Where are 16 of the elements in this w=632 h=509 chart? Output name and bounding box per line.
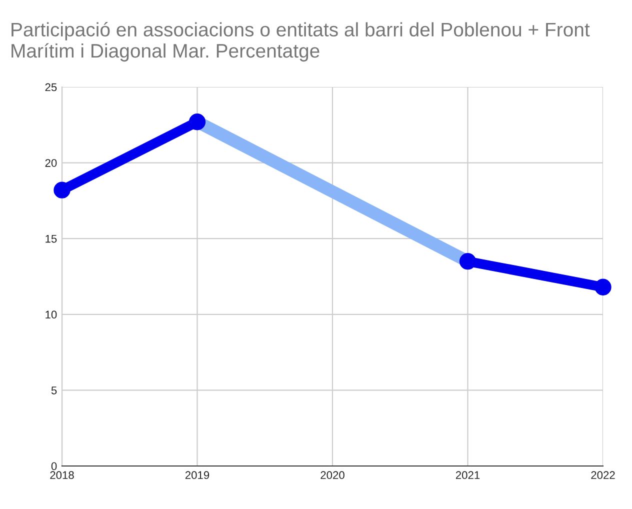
- x-tick-label: 2021: [456, 471, 480, 480]
- y-tick-label: 0: [51, 462, 57, 470]
- x-tick-label: 2020: [320, 471, 344, 480]
- y-tick-label: 5: [51, 386, 57, 394]
- x-tick-label: 2022: [591, 471, 615, 480]
- y-tick-label: 15: [46, 234, 57, 243]
- chart-title: Participació en associacions o entitats al barri del Poblenou + Front Marítim i Diagonal Mar. Percentatge: [12, 22, 590, 62]
- x-tick-label: 2019: [185, 471, 210, 480]
- point: [459, 253, 476, 270]
- x-tick-label: 2018: [50, 471, 74, 480]
- y-tick-label: 25: [45, 83, 57, 92]
- point: [188, 114, 206, 130]
- point: [594, 278, 612, 296]
- point: [54, 182, 70, 198]
- y-tick-label: 20: [45, 159, 57, 167]
- y-tick-label: 10: [46, 310, 57, 319]
